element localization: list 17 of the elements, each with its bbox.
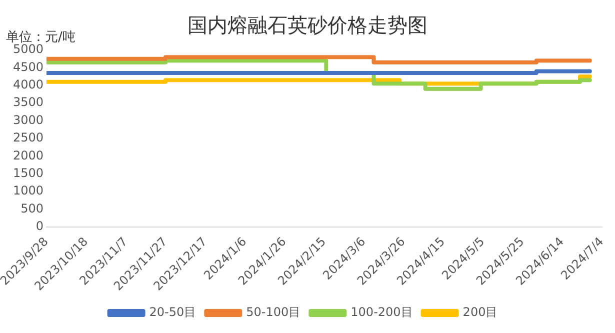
y-tick-label: 1500 (12, 166, 44, 180)
legend-label: 200目 (462, 305, 498, 320)
y-tick-label: 5000 (12, 42, 44, 56)
legend-label: 100-200目 (350, 305, 413, 320)
y-tick-label: 500 (20, 201, 44, 216)
y-tick-label: 2000 (12, 148, 44, 162)
y-tick-label: 3500 (12, 95, 44, 110)
y-tick-label: 0 (36, 219, 44, 234)
y-tick-label: 1000 (12, 184, 44, 198)
chart-title: 国内熔融石英砂价格走势图 (188, 13, 428, 37)
y-tick-label: 3000 (12, 112, 44, 127)
legend-label: 50-100目 (246, 305, 301, 320)
y-axis-title: 单位：元/吨 (6, 29, 76, 45)
y-tick-label: 2500 (12, 130, 44, 145)
y-tick-label: 4500 (12, 60, 44, 74)
y-tick-label: 4000 (12, 78, 44, 92)
legend-label: 20-50目 (149, 305, 196, 320)
